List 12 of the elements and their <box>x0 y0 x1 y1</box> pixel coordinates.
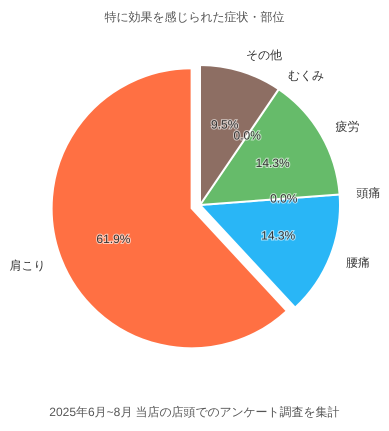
data-label: 61.9% <box>96 232 131 246</box>
category-label: むくみ <box>288 68 324 82</box>
slice-label: 肩こり <box>10 258 46 273</box>
chart-title: 特に効果を感じられた症状・部位 <box>104 10 284 24</box>
data-label: 14.3% <box>261 228 296 243</box>
category-label: 頭痛 <box>356 186 380 200</box>
slice-label: その他 <box>246 48 282 62</box>
slice-label: 腰痛 <box>346 255 370 270</box>
slice-label: 疲労 <box>336 119 360 134</box>
data-label: 14.3% <box>256 156 290 170</box>
text: 0.0% <box>270 192 298 206</box>
text: 2025年6月~8月 当店の店頭でのアンケート調査を集計 <box>49 405 340 419</box>
